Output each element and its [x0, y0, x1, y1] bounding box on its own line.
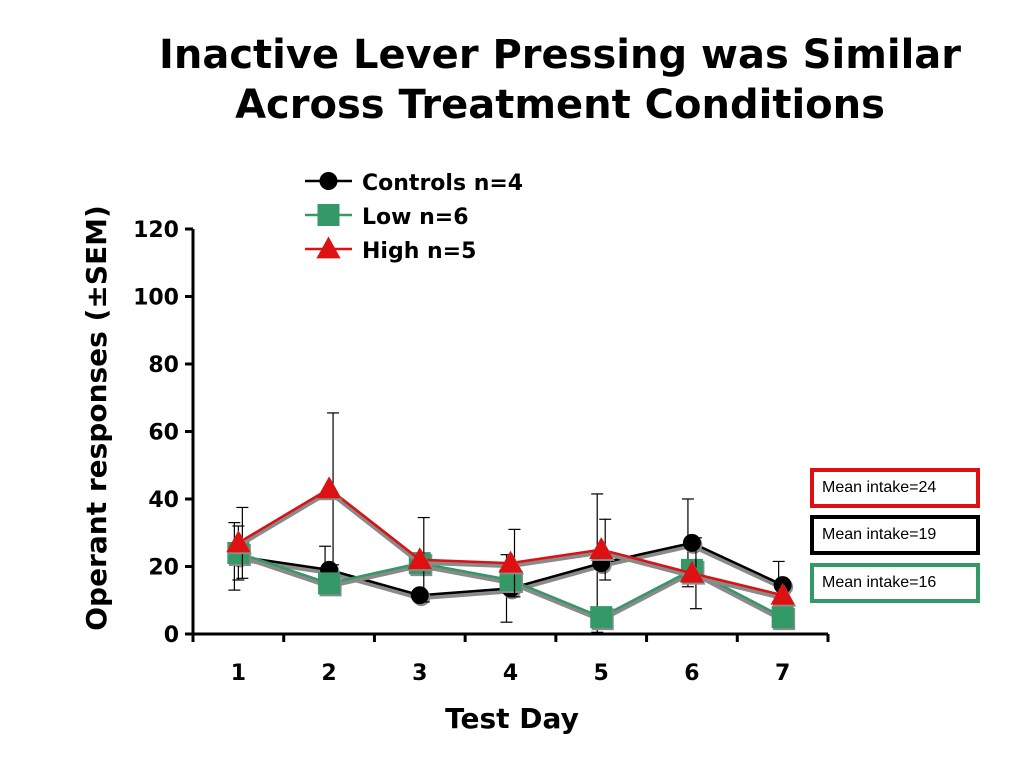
series-layer: [226, 412, 797, 633]
y-tick-label: 120: [133, 218, 179, 243]
series-triangle: [226, 412, 797, 610]
y-axis-label: Operant responses (±SEM): [80, 205, 113, 631]
y-tick-label: 60: [148, 421, 179, 446]
data-point: [316, 476, 342, 499]
x-axis-label: Test Day: [445, 702, 579, 735]
data-point: [589, 537, 614, 560]
x-tick-label: 3: [412, 661, 427, 686]
mean-intake-box-controls: Mean intake=19: [810, 515, 980, 555]
x-tick-label: 2: [321, 661, 336, 686]
mean-intake-box-low: Mean intake=16: [810, 563, 980, 603]
x-tick-label: 5: [594, 661, 609, 686]
legend-marker: [319, 172, 338, 190]
y-tick-label: 100: [133, 286, 179, 311]
mean-intake-label-high: Mean intake=24: [822, 479, 937, 496]
y-axis-label-suffix: SEM): [80, 205, 113, 285]
x-tick-label: 6: [684, 661, 699, 686]
mean-intake-box-high: Mean intake=24: [810, 468, 980, 508]
mean-intake-label-controls: Mean intake=19: [822, 526, 937, 543]
y-tick-label: 80: [148, 353, 179, 378]
y-axis-label-prefix: Operant responses (: [80, 309, 113, 631]
data-point: [498, 550, 523, 573]
data-point: [590, 606, 613, 629]
axes: 0 20 40 60 80 100 120 1 2 3 4 5 6 7: [133, 218, 830, 686]
legend-marker: [317, 204, 340, 226]
data-point: [226, 530, 251, 553]
data-point: [407, 547, 432, 570]
legend-label: Controls n=4: [362, 171, 523, 196]
y-tick-label: 40: [148, 488, 179, 513]
legend-item-circle: Controls n=4: [305, 171, 523, 196]
legend-marker: [316, 236, 341, 259]
y-tick-label: 20: [148, 556, 179, 581]
data-point: [679, 560, 705, 583]
data-point: [682, 533, 701, 552]
chart-title-line-1: Inactive Lever Pressing was Similar: [158, 32, 962, 78]
chart-title: Inactive Lever Pressing was Similar Acro…: [100, 30, 1020, 130]
chart-title-line-2: Across Treatment Conditions: [235, 82, 885, 128]
data-point: [318, 572, 341, 595]
legend: Controls n=4 Low n=6 High n=5: [305, 171, 523, 264]
y-axis-label-pm: ±: [80, 285, 113, 308]
x-tick-label: 1: [231, 661, 246, 686]
legend-item-triangle: High n=5: [305, 236, 476, 264]
mean-intake-label-low: Mean intake=16: [822, 574, 937, 591]
x-tick-label: 7: [775, 661, 790, 686]
legend-label: Low n=6: [362, 205, 469, 230]
data-point: [770, 582, 795, 605]
y-tick-label: 0: [164, 623, 179, 648]
legend-label: High n=5: [362, 239, 476, 264]
x-tick-label: 4: [503, 661, 518, 686]
legend-item-square: Low n=6: [305, 204, 469, 230]
data-point: [771, 606, 794, 629]
